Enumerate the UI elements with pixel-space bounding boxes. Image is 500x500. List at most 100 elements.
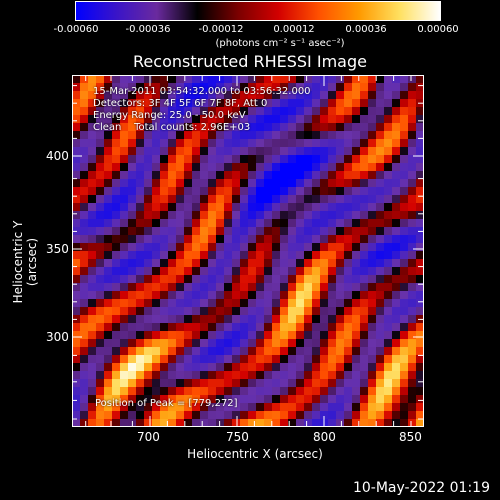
heatmap-cell: [184, 283, 193, 292]
heatmap-cell: [176, 171, 185, 180]
heatmap-cell: [304, 347, 313, 356]
heatmap-cell: [304, 91, 313, 100]
heatmap-cell: [200, 131, 209, 140]
heatmap-cell: [408, 403, 417, 412]
heatmap-cell: [384, 131, 393, 140]
heatmap-cell: [360, 371, 369, 380]
heatmap-cell: [264, 99, 273, 108]
heatmap-cell: [208, 259, 217, 268]
heatmap-cell: [304, 283, 313, 292]
heatmap-cell: [72, 75, 81, 84]
heatmap-cell: [176, 203, 185, 212]
heatmap-cell: [208, 99, 217, 108]
heatmap-cell: [112, 339, 121, 348]
heatmap-cell: [120, 179, 129, 188]
heatmap-cell: [264, 291, 273, 300]
heatmap-cell: [144, 99, 153, 108]
heatmap-cell: [264, 387, 273, 396]
heatmap-cell: [288, 171, 297, 180]
heatmap-cell: [272, 115, 281, 124]
heatmap-cell: [200, 371, 209, 380]
heatmap-cell: [368, 179, 377, 188]
heatmap-cell: [240, 107, 249, 116]
heatmap-cell: [288, 267, 297, 276]
heatmap-cell: [320, 331, 329, 340]
heatmap-cell: [312, 403, 321, 412]
heatmap-cell: [344, 195, 353, 204]
heatmap-cell: [240, 267, 249, 276]
heatmap-cell: [296, 323, 305, 332]
heatmap-cell: [384, 187, 393, 196]
heatmap-cell: [120, 171, 129, 180]
heatmap-cell: [304, 291, 313, 300]
heatmap-cell: [184, 347, 193, 356]
heatmap-cell: [336, 411, 345, 420]
heatmap-cell: [72, 347, 81, 356]
heatmap-cell: [232, 99, 241, 108]
heatmap-cell: [176, 91, 185, 100]
heatmap-cell: [400, 171, 409, 180]
heatmap-cell: [280, 147, 289, 156]
heatmap-cell: [368, 387, 377, 396]
heatmap-cell: [328, 419, 337, 427]
heatmap-cell: [200, 211, 209, 220]
heatmap-cell: [240, 347, 249, 356]
heatmap-cell: [120, 147, 129, 156]
heatmap-cell: [168, 139, 177, 148]
heatmap-cell: [328, 371, 337, 380]
heatmap-cell: [216, 131, 225, 140]
heatmap-cell: [400, 131, 409, 140]
heatmap-cell: [392, 339, 401, 348]
heatmap-cell: [104, 315, 113, 324]
heatmap-cell: [192, 155, 201, 164]
heatmap-cell: [384, 379, 393, 388]
heatmap-cell: [200, 267, 209, 276]
heatmap-cell: [232, 323, 241, 332]
heatmap-cell: [312, 395, 321, 404]
heatmap-cell: [352, 315, 361, 324]
heatmap-cell: [184, 235, 193, 244]
heatmap-cell: [256, 379, 265, 388]
heatmap-cell: [216, 259, 225, 268]
heatmap-cell: [392, 211, 401, 220]
heatmap-cell: [136, 139, 145, 148]
heatmap-cell: [168, 123, 177, 132]
heatmap-cell: [408, 131, 417, 140]
heatmap-cell: [360, 219, 369, 228]
heatmap-cell: [328, 115, 337, 124]
heatmap-cell: [160, 267, 169, 276]
heatmap-cell: [352, 267, 361, 276]
heatmap-cell: [184, 315, 193, 324]
heatmap-cell: [288, 147, 297, 156]
heatmap-cell: [400, 267, 409, 276]
heatmap-cell: [400, 347, 409, 356]
heatmap-cell: [104, 203, 113, 212]
heatmap-cell: [232, 203, 241, 212]
heatmap-cell: [344, 387, 353, 396]
heatmap-cell: [168, 403, 177, 412]
heatmap-cell: [80, 283, 89, 292]
heatmap-cell: [224, 83, 233, 92]
heatmap-cell: [264, 235, 273, 244]
heatmap-cell: [168, 203, 177, 212]
heatmap-cell: [112, 99, 121, 108]
heatmap-cell: [112, 291, 121, 300]
heatmap-cell: [144, 379, 153, 388]
heatmap-cell: [392, 395, 401, 404]
heatmap-cell: [384, 283, 393, 292]
heatmap-cell: [176, 235, 185, 244]
heatmap-cell: [168, 219, 177, 228]
heatmap-cell: [240, 99, 249, 108]
heatmap-cell: [256, 179, 265, 188]
heatmap-cell: [224, 315, 233, 324]
heatmap-cell: [256, 163, 265, 172]
heatmap-cell: [376, 115, 385, 124]
heatmap-cell: [320, 155, 329, 164]
heatmap-cell: [272, 163, 281, 172]
heatmap-cell: [360, 419, 369, 427]
heatmap-cell: [104, 267, 113, 276]
heatmap-cell: [416, 83, 424, 92]
heatmap-cell: [384, 251, 393, 260]
heatmap-cell: [392, 179, 401, 188]
heatmap-cell: [184, 203, 193, 212]
